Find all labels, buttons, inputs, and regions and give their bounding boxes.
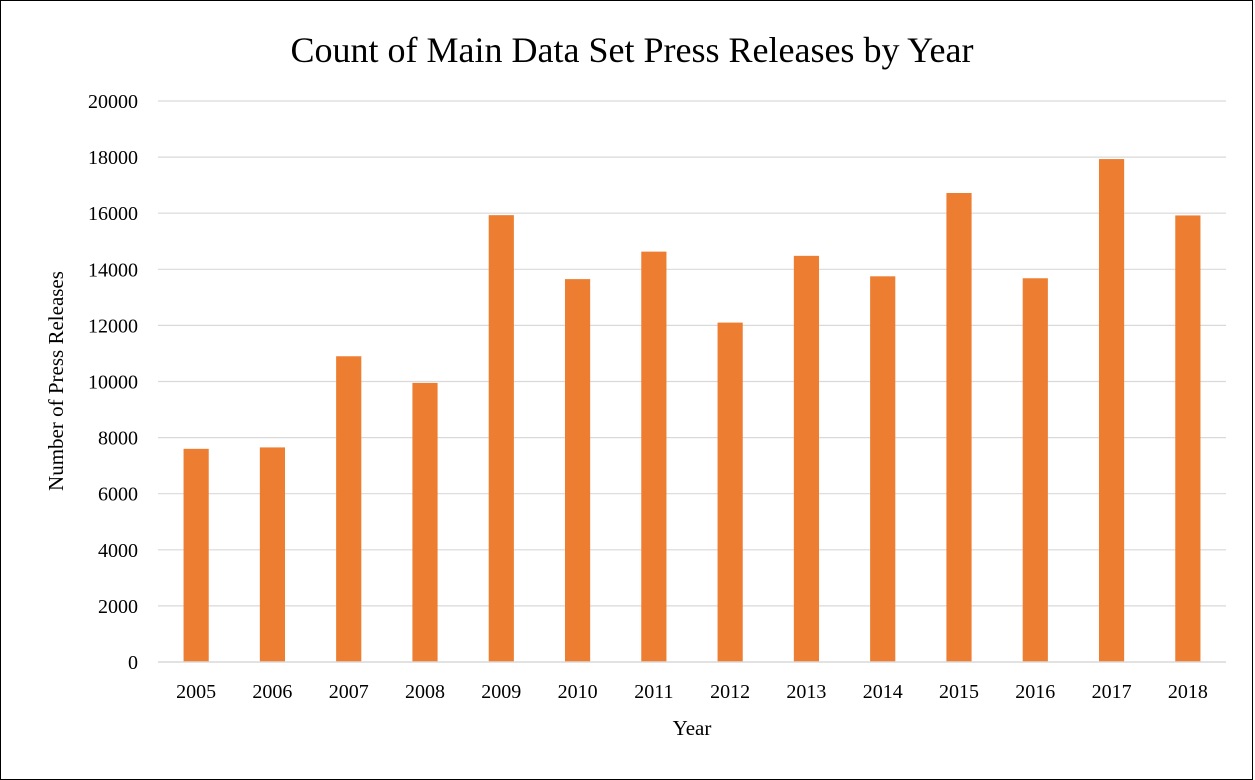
- bar-2018: [1175, 215, 1201, 662]
- x-tick-label: 2015: [939, 681, 979, 703]
- x-axis-tick-labels: 2005 2006 2007 2008 2009 2010 2011 2012 2013 2014…: [176, 681, 1208, 703]
- bar-2005: [183, 448, 209, 662]
- bar-2011: [641, 251, 667, 663]
- x-tick-label: 2007: [329, 681, 369, 703]
- x-tick-label: 2016: [1015, 681, 1055, 703]
- x-tick-label: 2013: [786, 681, 826, 703]
- y-tick-label: 20000: [88, 91, 138, 113]
- bar-2009: [488, 215, 514, 662]
- x-tick-label: 2011: [634, 681, 673, 703]
- y-axis-tick-labels: 0 2000 4000 6000 8000 10000 12000 14000 16000 180…: [88, 91, 138, 674]
- bar-2017: [1098, 159, 1125, 662]
- x-tick-label: 2005: [176, 681, 216, 703]
- y-tick-label: 0: [128, 652, 138, 674]
- chart-title: Count of Main Data Set Press Releases by…: [291, 30, 974, 70]
- bar-2014: [870, 276, 896, 662]
- y-tick-label: 8000: [98, 428, 138, 450]
- x-tick-label: 2010: [558, 681, 598, 703]
- y-tick-label: 16000: [88, 203, 138, 225]
- bar-2013: [793, 255, 820, 662]
- bar-2006: [259, 447, 286, 662]
- x-tick-label: 2018: [1168, 681, 1208, 703]
- y-axis-title: Number of Press Releases: [44, 271, 68, 491]
- y-tick-label: 4000: [98, 540, 138, 562]
- x-tick-label: 2017: [1092, 681, 1132, 703]
- x-axis-title: Year: [673, 716, 712, 740]
- y-tick-label: 14000: [88, 259, 138, 281]
- y-tick-label: 6000: [98, 484, 138, 506]
- y-tick-label: 2000: [98, 596, 138, 618]
- bars: [183, 159, 1201, 663]
- bar-2007: [336, 356, 362, 662]
- x-tick-label: 2012: [710, 681, 750, 703]
- x-tick-label: 2008: [405, 681, 445, 703]
- bar-2016: [1022, 278, 1048, 662]
- bar-2012: [717, 322, 743, 662]
- y-tick-label: 18000: [88, 147, 138, 169]
- y-tick-label: 10000: [88, 372, 138, 394]
- bar-2010: [564, 279, 591, 662]
- y-tick-label: 12000: [88, 315, 138, 337]
- gridlines: [158, 100, 1226, 607]
- x-tick-label: 2006: [252, 681, 292, 703]
- x-tick-label: 2014: [863, 681, 903, 703]
- x-tick-label: 2009: [481, 681, 521, 703]
- bar-2008: [412, 382, 438, 662]
- bar-2015: [946, 193, 972, 662]
